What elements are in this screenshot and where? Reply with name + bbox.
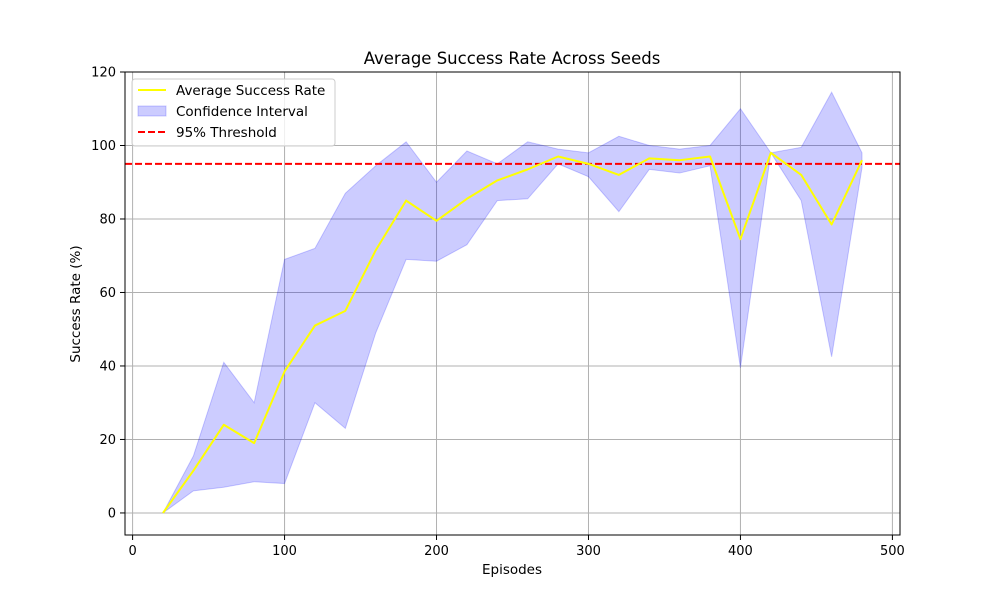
legend-box (131, 78, 336, 147)
y-tick-label: 80 (99, 212, 116, 227)
legend-label: Average Success Rate (176, 83, 325, 99)
x-axis-label: Episodes (482, 562, 542, 578)
axis-ticks: 0 100 200 300 400 500 0 20 40 60 80 100 120 (91, 66, 905, 560)
confidence-interval-band (162, 91, 863, 514)
legend-label: 95% Threshold (176, 125, 277, 141)
x-tick-label: 200 (424, 544, 449, 559)
x-tick-label: 0 (128, 544, 136, 559)
y-tick-label: 100 (91, 139, 116, 154)
average-success-line (162, 151, 863, 514)
legend-label: Confidence Interval (176, 104, 308, 120)
x-tick-label: 300 (576, 544, 601, 559)
y-tick-label: 60 (99, 286, 116, 301)
y-tick-label: 40 (99, 359, 116, 374)
y-tick-label: 0 (108, 506, 116, 521)
confidence-band-layer (162, 91, 863, 514)
y-tick-label: 20 (99, 433, 116, 448)
legend-swatch-confidence (137, 105, 167, 117)
legend: Average Success Rate Confidence Interval 9… (131, 78, 336, 147)
y-axis-label: Success Rate (%) (68, 245, 84, 362)
plot-frame (124, 71, 901, 536)
axes-frame (124, 71, 901, 536)
x-tick-label: 400 (728, 544, 753, 559)
x-tick-label: 500 (880, 544, 905, 559)
series-line-layer (125, 151, 900, 514)
y-tick-label: 120 (91, 66, 116, 81)
x-tick-label: 100 (272, 544, 297, 559)
chart-title: Average Success Rate Across Seeds (364, 49, 661, 68)
